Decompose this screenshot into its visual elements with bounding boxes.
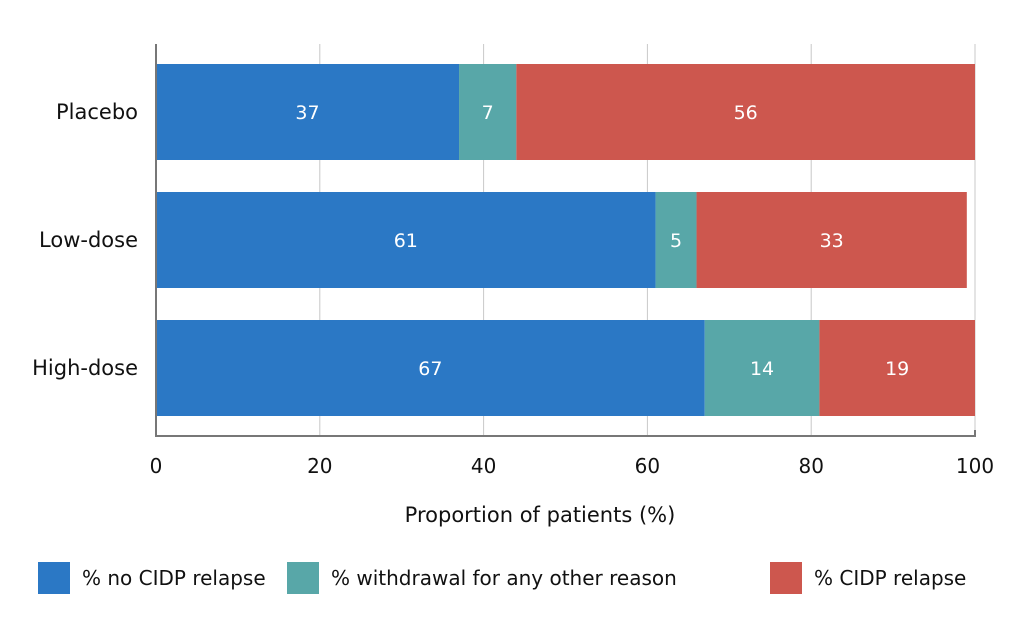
axes	[155, 44, 976, 437]
x-tick-label-0: 0	[150, 454, 163, 478]
bar-low-dose-series-0	[156, 192, 656, 288]
data-label-high-dose-series-0: 67	[418, 358, 442, 380]
data-label-placebo-series-1: 7	[482, 102, 494, 124]
data-label-placebo-series-2: 56	[734, 102, 758, 124]
bar-high-dose-series-0	[156, 320, 705, 416]
category-label-low-dose: Low-dose	[39, 228, 138, 252]
legend: % no CIDP relapse % withdrawal for any ot…	[38, 562, 966, 594]
data-label-high-dose-series-1: 14	[750, 358, 774, 380]
x-axis-title: Proportion of patients (%)	[405, 503, 676, 527]
legend-label-2: % CIDP relapse	[814, 566, 966, 590]
data-label-high-dose-series-2: 19	[885, 358, 909, 380]
x-tick-label-40: 40	[471, 454, 496, 478]
bar-placebo-series-2	[516, 64, 975, 160]
legend-swatch-2	[770, 562, 802, 594]
bar-placebo-series-0	[156, 64, 460, 160]
bar-low-dose-series-2	[696, 192, 967, 288]
data-label-placebo-series-0: 37	[295, 102, 319, 124]
x-tick-label-60: 60	[635, 454, 660, 478]
bar-high-dose-series-2	[819, 320, 975, 416]
legend-label-1: % withdrawal for any other reason	[331, 566, 677, 590]
legend-swatch-0	[38, 562, 70, 594]
category-label-placebo: Placebo	[56, 100, 138, 124]
legend-swatch-1	[287, 562, 319, 594]
legend-label-0: % no CIDP relapse	[82, 566, 266, 590]
bars	[156, 64, 975, 416]
labels: 37 7 56 Placebo 61 5 33 Low-dose 67 14 19 High-dose…	[32, 100, 994, 478]
bar-low-dose-series-1	[655, 192, 697, 288]
x-tick-label-80: 80	[798, 454, 823, 478]
bar-high-dose-series-1	[704, 320, 820, 416]
data-label-low-dose-series-2: 33	[820, 230, 844, 252]
category-label-high-dose: High-dose	[32, 356, 138, 380]
bar-placebo-series-1	[459, 64, 517, 160]
data-label-low-dose-series-1: 5	[670, 230, 682, 252]
data-label-low-dose-series-0: 61	[394, 230, 418, 252]
x-tick-label-20: 20	[307, 454, 332, 478]
x-tick-label-100: 100	[956, 454, 994, 478]
